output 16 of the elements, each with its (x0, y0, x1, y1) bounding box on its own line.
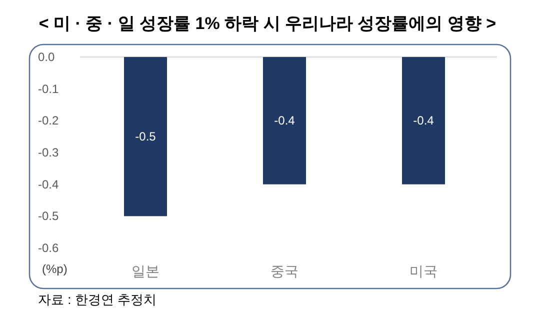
x-tick-label: 중국 (270, 263, 298, 279)
y-tick-label: -0.6 (38, 241, 60, 255)
chart-title: < 미 · 중 · 일 성장률 1% 하락 시 우리나라 성장률에의 영향 > (38, 14, 496, 33)
text: 자료 : 한경연 추정치 (38, 292, 156, 307)
y-tick-label: -0.1 (38, 82, 60, 96)
y-tick-label: -0.5 (38, 209, 60, 224)
data-label: -0.4 (413, 114, 434, 128)
y-tick-label: -0.2 (38, 114, 60, 128)
y-axis-title: (%p) (42, 262, 68, 276)
y-tick-label: 0.0 (38, 50, 56, 64)
data-label: -0.4 (274, 114, 296, 128)
y-tick-label: -0.4 (38, 177, 60, 192)
y-tick-label: -0.3 (38, 146, 60, 160)
x-tick-label: 미국 (410, 263, 438, 279)
data-label: -0.5 (135, 130, 156, 144)
x-tick-label: 일본 (132, 263, 160, 279)
